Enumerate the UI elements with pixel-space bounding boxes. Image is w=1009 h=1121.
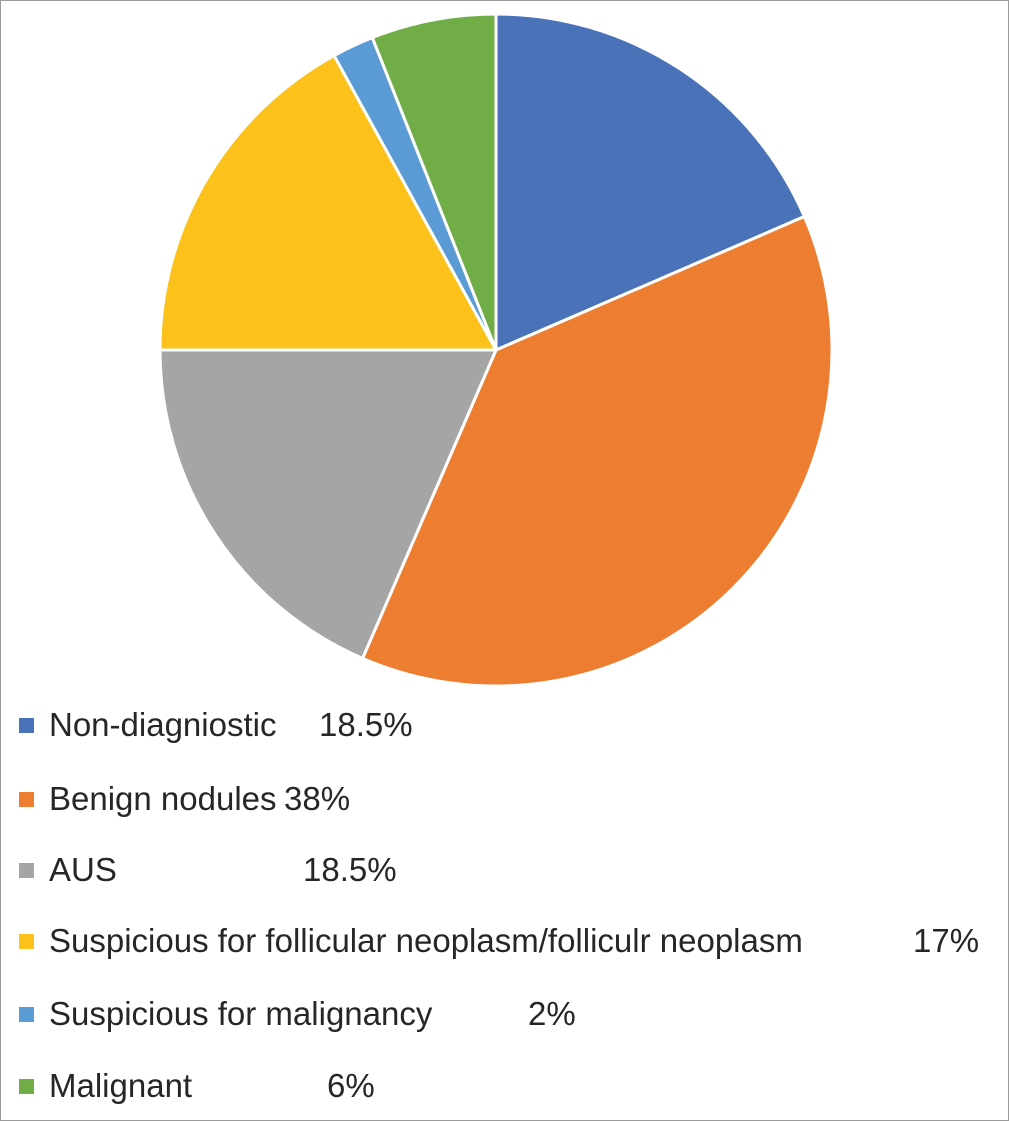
pie-slice-2 xyxy=(158,348,498,660)
legend-label: AUS xyxy=(49,851,117,888)
legend-value: 18.5% xyxy=(319,706,413,743)
legend-label: Suspicious for follicular neoplasm/folli… xyxy=(49,922,803,959)
legend-value: 38% xyxy=(284,780,351,817)
legend-swatch xyxy=(19,792,34,807)
pie-slice-0 xyxy=(494,12,806,352)
legend-label: Suspicious for malignancy xyxy=(49,995,433,1032)
legend-label: Non-diagniostic xyxy=(49,706,277,743)
legend-swatch xyxy=(19,1079,34,1094)
legend-swatch xyxy=(19,1007,34,1022)
legend-value: 6% xyxy=(327,1067,375,1104)
legend-value: 18.5% xyxy=(303,851,397,888)
legend-swatch xyxy=(19,718,34,733)
legend-value: 2% xyxy=(528,995,576,1032)
legend-value: 17% xyxy=(913,922,980,959)
pie-slice-5 xyxy=(370,12,498,352)
legend-label: Malignant xyxy=(49,1067,193,1104)
legend-swatch xyxy=(19,863,34,878)
pie-chart xyxy=(158,12,834,688)
legend-label: Benign nodules xyxy=(49,780,277,817)
pie-slice-3 xyxy=(158,54,498,352)
legend-swatch xyxy=(19,934,34,949)
pie-slice-1 xyxy=(361,215,834,688)
